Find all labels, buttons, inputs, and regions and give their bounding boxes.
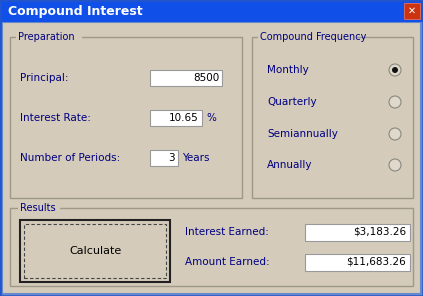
Circle shape: [389, 96, 401, 108]
FancyBboxPatch shape: [24, 224, 166, 278]
FancyBboxPatch shape: [305, 254, 410, 271]
FancyBboxPatch shape: [252, 37, 413, 198]
FancyBboxPatch shape: [2, 22, 421, 294]
FancyBboxPatch shape: [150, 150, 178, 166]
Text: Compound Interest: Compound Interest: [8, 4, 143, 17]
Text: $11,683.26: $11,683.26: [346, 257, 406, 267]
FancyBboxPatch shape: [20, 220, 170, 282]
FancyBboxPatch shape: [150, 110, 202, 126]
Circle shape: [392, 67, 398, 73]
Text: $3,183.26: $3,183.26: [353, 227, 406, 237]
Text: Annually: Annually: [267, 160, 313, 170]
Text: %: %: [206, 113, 216, 123]
FancyBboxPatch shape: [18, 203, 60, 213]
Circle shape: [389, 159, 401, 171]
Text: 8500: 8500: [193, 73, 219, 83]
Text: Principal:: Principal:: [20, 73, 69, 83]
Text: Number of Periods:: Number of Periods:: [20, 153, 120, 163]
FancyBboxPatch shape: [305, 224, 410, 241]
Text: Results: Results: [20, 203, 56, 213]
Text: 10.65: 10.65: [169, 113, 199, 123]
Text: Interest Earned:: Interest Earned:: [185, 227, 269, 237]
Text: Quarterly: Quarterly: [267, 97, 317, 107]
FancyBboxPatch shape: [10, 208, 413, 286]
FancyBboxPatch shape: [10, 37, 242, 198]
FancyBboxPatch shape: [404, 3, 420, 19]
Text: ✕: ✕: [408, 6, 416, 16]
Text: 3: 3: [168, 153, 175, 163]
Text: Compound Frequency: Compound Frequency: [260, 32, 366, 42]
Text: Semiannually: Semiannually: [267, 129, 338, 139]
Text: Calculate: Calculate: [69, 246, 121, 256]
Circle shape: [389, 64, 401, 76]
FancyBboxPatch shape: [16, 32, 82, 42]
Text: Amount Earned:: Amount Earned:: [185, 257, 269, 267]
FancyBboxPatch shape: [258, 32, 357, 42]
Circle shape: [389, 128, 401, 140]
Text: Monthly: Monthly: [267, 65, 309, 75]
FancyBboxPatch shape: [0, 0, 423, 22]
Text: Interest Rate:: Interest Rate:: [20, 113, 91, 123]
Text: Preparation: Preparation: [18, 32, 74, 42]
FancyBboxPatch shape: [150, 70, 222, 86]
Text: Years: Years: [182, 153, 209, 163]
